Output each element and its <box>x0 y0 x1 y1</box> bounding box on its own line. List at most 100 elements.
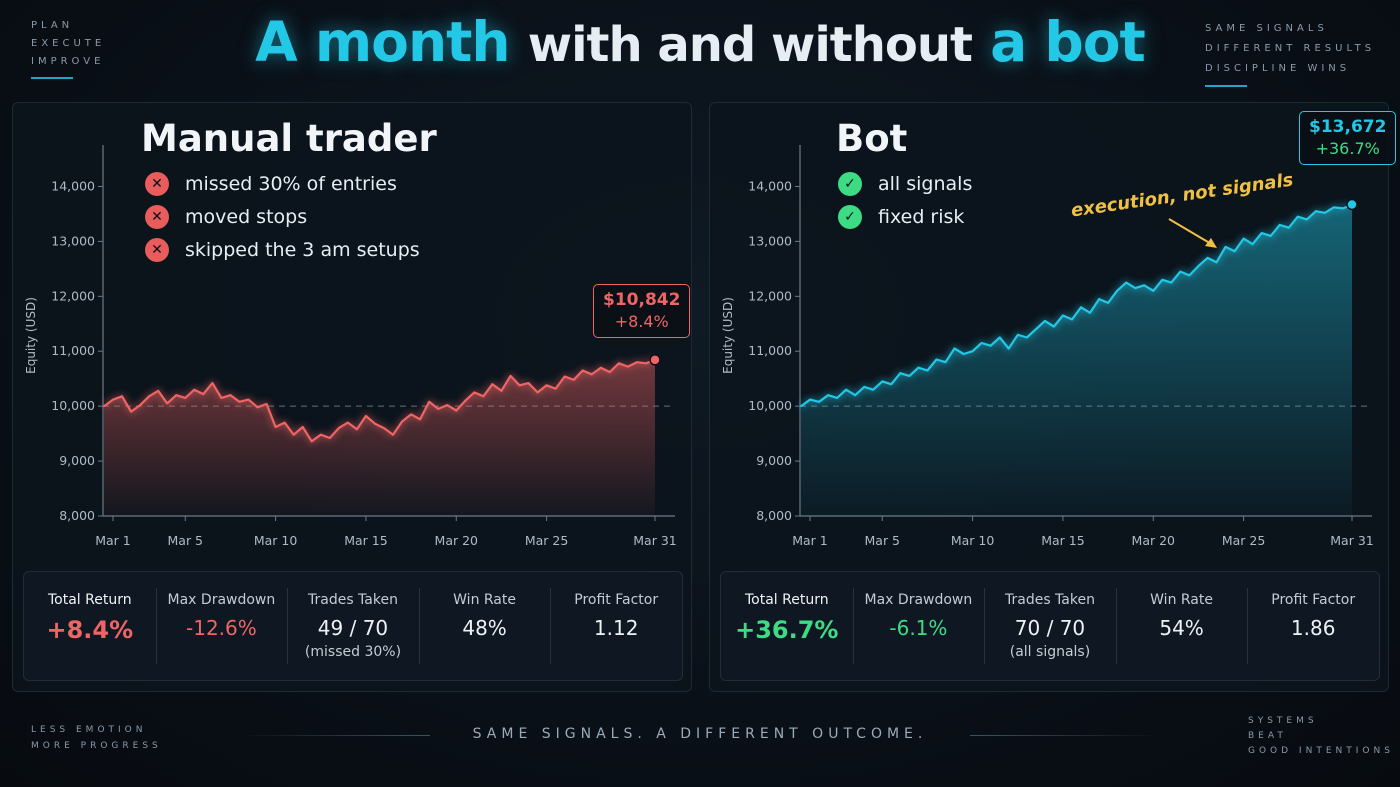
data-point <box>645 362 647 365</box>
data-point <box>1089 311 1091 314</box>
data-point <box>980 342 983 344</box>
data-point <box>881 380 884 383</box>
data-point <box>599 366 602 369</box>
data-point <box>292 433 295 436</box>
stat-label: Profit Factor <box>574 592 659 608</box>
y-axis-label: Equity (USD) <box>721 297 735 374</box>
stat-label: Trades Taken <box>307 592 398 608</box>
stat-label: Win Rate <box>1150 592 1213 608</box>
data-point <box>482 395 485 398</box>
check-circle-icon: ✓ <box>838 204 862 229</box>
data-point <box>572 378 575 381</box>
y-tick-label: 13,000 <box>51 233 95 248</box>
stat-value: 54% <box>1159 616 1204 640</box>
data-point <box>836 397 838 399</box>
corner-top-left: PLAN EXECUTE IMPROVE <box>31 17 105 79</box>
end-point-marker <box>1346 198 1358 211</box>
data-point <box>1080 306 1082 309</box>
data-point <box>130 410 132 413</box>
x-tick-label: Mar 20 <box>1132 533 1176 548</box>
data-point <box>1107 301 1109 304</box>
data-point <box>103 405 105 408</box>
data-point <box>1224 245 1227 248</box>
corner-bottom-right: SYSTEMS BEAT GOOD INTENTIONS <box>1248 714 1394 759</box>
y-tick-label: 12,000 <box>51 288 95 303</box>
data-point <box>310 440 313 443</box>
data-point <box>1251 243 1254 246</box>
data-point <box>1116 289 1119 292</box>
x-tick-label: Mar 25 <box>1222 533 1265 548</box>
data-point <box>1242 237 1245 240</box>
x-tick-label: Mar 31 <box>633 533 676 548</box>
data-point <box>319 433 322 436</box>
x-tick-label: Mar 15 <box>344 533 387 548</box>
title-part: with and without <box>527 17 973 73</box>
data-point <box>428 400 431 403</box>
y-tick-label: 9,000 <box>59 453 95 468</box>
corner-text: GOOD INTENTIONS <box>1248 746 1394 756</box>
data-point <box>166 402 169 405</box>
data-point <box>1215 261 1218 264</box>
data-point <box>563 375 566 378</box>
stat-label: Max Drawdown <box>864 592 973 608</box>
equity-line <box>800 203 1353 408</box>
panel-title: Bot <box>836 117 908 160</box>
data-point <box>1233 250 1236 253</box>
y-tick-label: 8,000 <box>756 508 792 523</box>
x-tick-label: Mar 15 <box>1041 533 1084 548</box>
y-tick-label: 14,000 <box>51 178 95 193</box>
x-tick-label: Mar 10 <box>951 533 995 548</box>
data-point <box>890 383 893 386</box>
stat-label: Total Return <box>744 592 829 608</box>
data-point <box>971 350 974 353</box>
data-point <box>1152 289 1155 292</box>
bullet-text: moved stops <box>185 205 308 228</box>
y-tick-label: 9,000 <box>756 453 792 468</box>
equity-line <box>103 358 656 443</box>
corner-text: IMPROVE <box>31 56 105 67</box>
x-circle-icon: ✕ <box>145 204 169 229</box>
data-point <box>1305 218 1308 221</box>
data-point <box>265 403 268 405</box>
check-circle-icon: ✓ <box>838 171 862 196</box>
data-point <box>410 413 412 416</box>
equity-area <box>104 359 655 516</box>
y-tick-label: 14,000 <box>748 178 792 193</box>
stat-value: 1.86 <box>1290 616 1336 640</box>
data-point <box>809 398 811 401</box>
panel-title: Manual trader <box>141 117 437 160</box>
bullet-text: skipped the 3 am setups <box>185 238 420 261</box>
data-point <box>608 371 611 374</box>
stat-win-rate: Win Rate 54% <box>1115 572 1248 680</box>
data-point <box>229 394 232 397</box>
corner-text: BEAT <box>1248 731 1287 741</box>
data-point <box>392 433 394 436</box>
callout-pct: +36.7% <box>1315 139 1380 158</box>
data-point <box>989 344 992 347</box>
stat-value: 1.12 <box>593 616 639 640</box>
data-point <box>953 347 956 350</box>
x-tick-label: Mar 5 <box>865 533 901 548</box>
corner-text: PLAN <box>31 20 74 31</box>
corner-text: SYSTEMS <box>1248 716 1318 726</box>
y-axis-label: Equity (USD) <box>24 297 38 374</box>
x-tick-label: Mar 31 <box>1330 533 1373 548</box>
stat-value: +36.7% <box>735 616 839 644</box>
data-point <box>337 427 340 430</box>
data-point <box>527 382 530 384</box>
data-point <box>1170 281 1173 284</box>
corner-text: LESS EMOTION <box>31 725 147 735</box>
data-point <box>509 375 512 377</box>
data-point <box>464 399 467 402</box>
stat-win-rate: Win Rate 48% <box>418 572 551 680</box>
y-tick-label: 11,000 <box>748 343 792 358</box>
data-point <box>419 418 422 421</box>
data-point <box>899 372 902 375</box>
stat-label: Profit Factor <box>1271 592 1356 608</box>
data-point <box>935 358 938 361</box>
data-point <box>1260 232 1263 235</box>
data-point <box>1161 278 1164 281</box>
data-point <box>148 395 151 398</box>
bullet-list: ✓ all signals ✓ fixed risk <box>838 167 972 233</box>
data-point <box>1071 318 1073 321</box>
